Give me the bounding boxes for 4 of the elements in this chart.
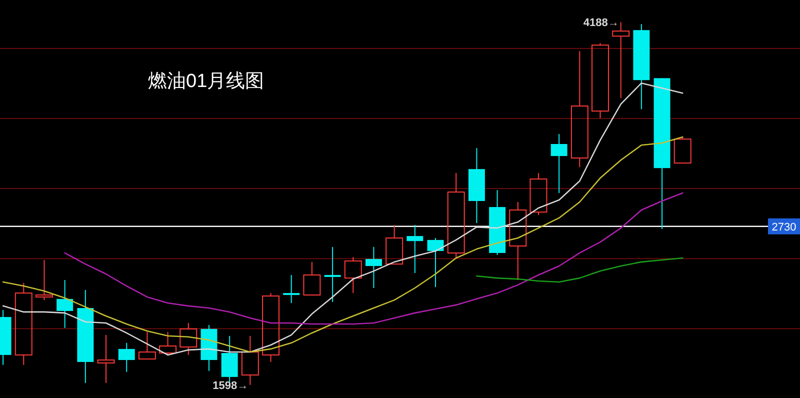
text: 燃油01月线图 bbox=[148, 71, 264, 92]
annotation: 4188→ bbox=[583, 17, 619, 30]
annotation: 1598→ bbox=[212, 380, 248, 392]
ref-line-label: 2730 bbox=[772, 221, 796, 234]
